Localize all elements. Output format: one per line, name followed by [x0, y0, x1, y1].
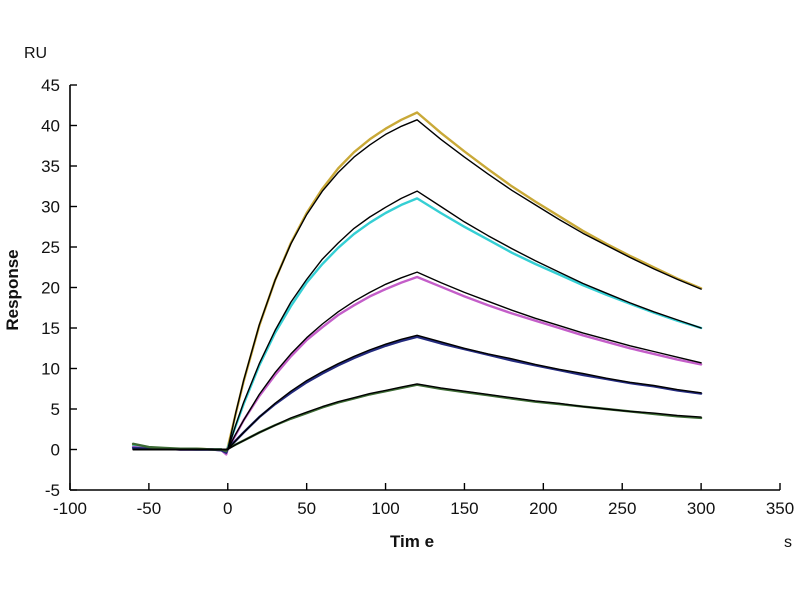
y-axis-title: Response — [3, 249, 22, 330]
y-tick-label: 15 — [41, 319, 60, 338]
x-tick-label: -50 — [137, 499, 162, 518]
x-axis-title: Tim e — [390, 532, 434, 551]
x-tick-label: 150 — [450, 499, 478, 518]
x-tick-label: 100 — [371, 499, 399, 518]
plot-layer: -100 -50 0 50 100 150 200 250 300 350-50510152025… — [41, 76, 794, 518]
y-tick-label: 40 — [41, 117, 60, 136]
series-conc1-fit — [132, 119, 702, 451]
x-tick-label: -100 — [53, 499, 87, 518]
series-conc4-fit — [132, 334, 702, 451]
y-tick-label: 5 — [51, 400, 60, 419]
x-tick-label: 0 — [223, 499, 232, 518]
y-tick-label: 25 — [41, 238, 60, 257]
series-conc3-data — [131, 275, 703, 456]
series-conc5-fit — [132, 383, 702, 451]
series-conc4-data — [131, 335, 703, 454]
y-tick-label: 20 — [41, 279, 60, 298]
series-conc1-data — [131, 111, 703, 454]
x-tick-label: 200 — [529, 499, 557, 518]
series-conc5-data — [131, 383, 703, 453]
y-tick-label: 45 — [41, 76, 60, 95]
y-tick-label: 0 — [51, 441, 60, 460]
y-tick-label: 10 — [41, 360, 60, 379]
x-tick-label: 250 — [608, 499, 636, 518]
y-tick-label: 35 — [41, 157, 60, 176]
x-tick-label: 50 — [297, 499, 316, 518]
y-axis-unit-label: RU — [24, 45, 47, 62]
x-axis-unit-label: s — [784, 534, 792, 551]
y-tick-label: -5 — [45, 481, 60, 500]
series-conc2-data — [131, 197, 703, 454]
x-tick-label: 300 — [687, 499, 715, 518]
y-tick-label: 30 — [41, 198, 60, 217]
x-tick-label: 350 — [766, 499, 794, 518]
